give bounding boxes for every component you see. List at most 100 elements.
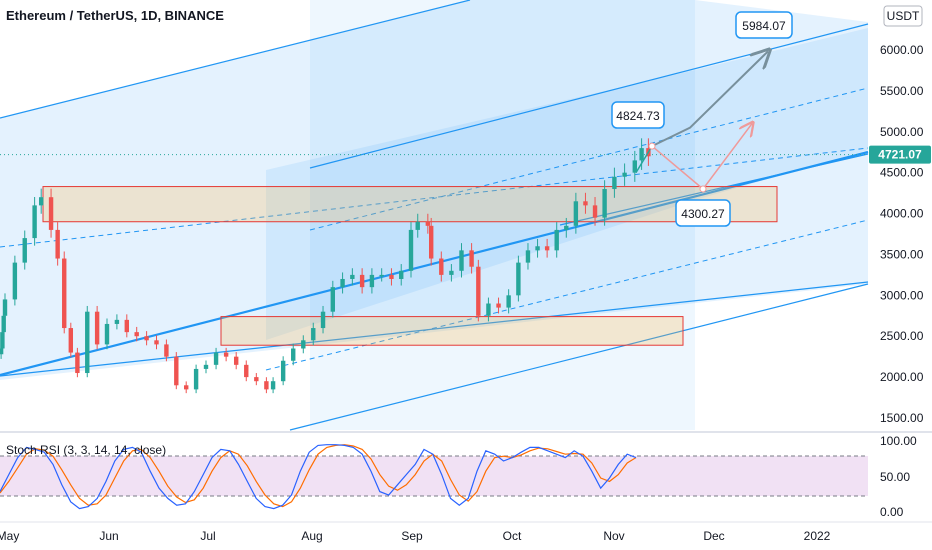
candle-body xyxy=(280,360,286,382)
price-axis[interactable]: 6000.00 5500.00 5000.00 4500.00 4000.00 3500.… xyxy=(880,43,924,425)
candle-body xyxy=(639,148,644,161)
candle-body xyxy=(622,172,627,177)
current-price-tag xyxy=(869,145,931,164)
candle-body xyxy=(476,266,481,316)
candle-body xyxy=(12,262,18,300)
time-tick-label: Oct xyxy=(503,529,522,543)
candle-body xyxy=(254,377,259,382)
candle-body xyxy=(311,328,316,341)
candle-body xyxy=(68,328,74,353)
price-tick-label: 5000.00 xyxy=(880,125,924,139)
candle-body xyxy=(32,205,37,239)
candle-body xyxy=(415,221,420,230)
candle-body xyxy=(264,381,269,390)
candle-body xyxy=(38,197,44,206)
candle-body xyxy=(359,274,365,288)
candle-body xyxy=(203,364,209,369)
candle-body xyxy=(320,311,326,329)
time-tick-label: 2022 xyxy=(804,529,831,543)
candle-body xyxy=(0,348,4,355)
currency-badge[interactable] xyxy=(883,5,923,27)
candle-body xyxy=(554,229,559,251)
candle-body xyxy=(525,250,531,263)
candle-body xyxy=(213,352,219,365)
candle-body xyxy=(496,303,501,308)
candle-body xyxy=(632,160,637,173)
candle-body xyxy=(223,352,229,357)
candle-body xyxy=(144,336,149,341)
time-tick-label: Sep xyxy=(401,529,423,543)
price-tick-label: 3500.00 xyxy=(880,247,924,261)
candle-body xyxy=(55,229,60,259)
channel-mid-dashed xyxy=(0,147,869,248)
chart-title: Ethereum / TetherUS, 1D, BINANCE xyxy=(6,8,224,23)
candle-body xyxy=(564,225,569,230)
price-tick-label: 1500.00 xyxy=(880,411,924,425)
candle-body xyxy=(164,344,169,357)
highlight-column xyxy=(310,0,695,430)
candle-body xyxy=(425,221,431,226)
projection-bullish xyxy=(651,51,768,148)
candle-body xyxy=(544,246,550,251)
channel-top-line xyxy=(0,0,471,119)
candle-body xyxy=(291,348,296,361)
candle-body xyxy=(134,332,139,337)
candle-body xyxy=(602,189,607,218)
candle-body xyxy=(369,274,375,288)
candle-body xyxy=(506,295,511,308)
rsi-band xyxy=(0,456,868,496)
candle-body xyxy=(408,229,414,271)
rsi-k-line xyxy=(0,444,637,510)
time-tick-label: Jun xyxy=(99,529,118,543)
price-tick-label: 4000.00 xyxy=(880,207,924,221)
candle-body xyxy=(612,176,617,190)
candle-body xyxy=(62,258,67,329)
candle-body xyxy=(244,364,249,378)
candle-body xyxy=(22,238,27,263)
candle-body xyxy=(469,250,474,267)
inner-channel-mid-dashed xyxy=(309,87,869,231)
time-tick-label: Jul xyxy=(200,529,215,543)
candle-body xyxy=(0,332,5,349)
candle-body xyxy=(193,368,199,390)
sr-zone-2 xyxy=(220,316,684,346)
callout-4300-label: 4300.27 xyxy=(681,207,725,221)
candle-body xyxy=(104,323,110,345)
callout-4824-label: 4824.73 xyxy=(616,109,660,123)
candle-body xyxy=(583,201,588,206)
time-tick-label: Nov xyxy=(603,529,624,543)
price-tick-label: 6000.00 xyxy=(880,43,924,57)
callout-4300: 4300.27 xyxy=(675,199,731,227)
channel-bottom-line xyxy=(0,281,869,377)
candle-body xyxy=(535,246,540,251)
candle-body xyxy=(573,201,579,226)
time-axis[interactable]: May Jun Jul Aug Sep Oct Nov Dec 2022 xyxy=(0,529,831,543)
rsi-tick-0: 0.00 xyxy=(880,505,904,519)
candle-body xyxy=(270,381,276,390)
candle-body xyxy=(449,270,454,275)
candle-body xyxy=(429,225,434,259)
candle-body xyxy=(124,319,129,333)
current-price-label: 4721.07 xyxy=(878,148,922,162)
callout-5984-label: 5984.07 xyxy=(742,19,786,33)
rsi-tick-100: 100.00 xyxy=(880,434,917,448)
candle-body xyxy=(174,356,179,386)
channel-bottom-ray xyxy=(289,283,869,431)
projection-layer xyxy=(635,51,768,193)
candle-body xyxy=(516,262,521,296)
callout-4824: 4824.73 xyxy=(611,101,665,129)
candle-body xyxy=(2,299,8,316)
candle-body xyxy=(399,270,404,279)
projection-low-point xyxy=(699,185,707,193)
candle-body xyxy=(592,205,598,218)
candle-body xyxy=(184,385,189,390)
time-tick-label: Dec xyxy=(703,529,724,543)
candle-body xyxy=(439,258,444,275)
candle-body xyxy=(1,315,6,333)
price-tick-label: 2500.00 xyxy=(880,329,924,343)
candle-body xyxy=(350,274,355,279)
candle-body xyxy=(114,319,120,324)
candle-body xyxy=(48,197,54,230)
